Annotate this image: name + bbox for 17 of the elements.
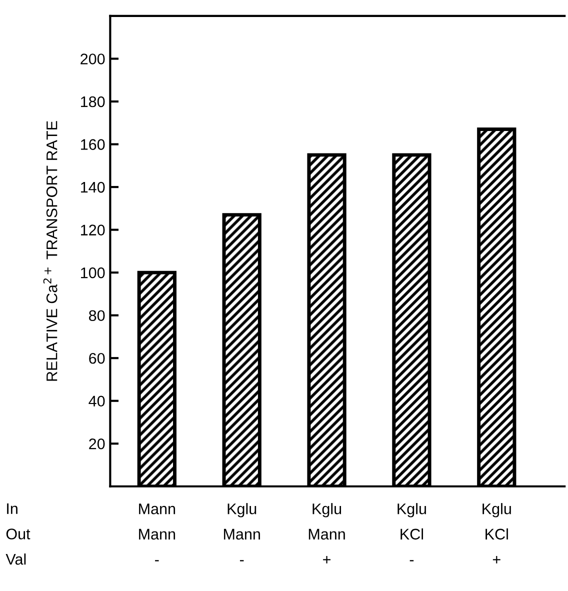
x-tick-label: Kglu Mann + bbox=[308, 503, 345, 564]
text: In Out Val bbox=[6, 503, 30, 565]
category-label: Mann Mann - bbox=[139, 504, 176, 562]
y-axis-title: RELATIVE Ca$^{2+}$ TRANSPORT RATE bbox=[43, 121, 58, 381]
category-label: Kglu KCl - bbox=[398, 503, 426, 562]
y-tick-label: 160 bbox=[81, 139, 105, 150]
category-label: Kglu Mann - bbox=[224, 503, 260, 562]
y-tick-label: 140 bbox=[81, 182, 105, 193]
x-tick-label: Kglu KCl + bbox=[482, 503, 511, 564]
y-tick-label: 200 bbox=[80, 54, 105, 64]
y-tick-label: 40 bbox=[88, 396, 105, 407]
y-tick-label: 80 bbox=[89, 310, 105, 322]
y-tick-label: 100 bbox=[81, 267, 105, 278]
y-tick-label: 120 bbox=[81, 224, 105, 236]
y-tick-label: 60 bbox=[89, 352, 105, 364]
y-tick-label: 180 bbox=[81, 96, 105, 108]
y-tick-label: 20 bbox=[89, 438, 105, 450]
